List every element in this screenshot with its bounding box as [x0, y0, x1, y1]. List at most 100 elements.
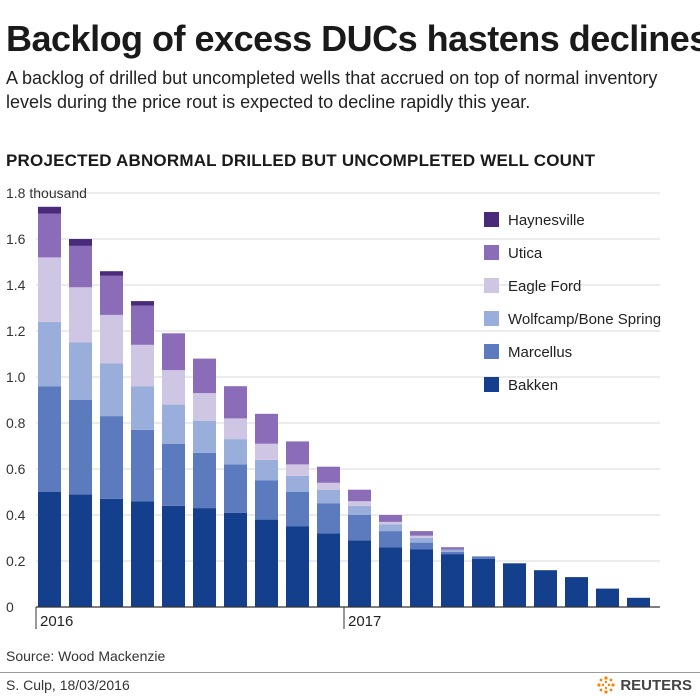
bar-segment-bakken: [224, 512, 247, 607]
bar-segment-wolfcamp-bone-spring: [162, 404, 185, 444]
bar-segment-wolfcamp-bone-spring: [348, 505, 371, 515]
bar-segment-utica: [193, 358, 216, 394]
bar-segment-marcellus: [348, 515, 371, 541]
bar-segment-haynesville: [38, 206, 61, 214]
bar-segment-marcellus: [131, 429, 154, 502]
y-tick-label: 1.8 thousand: [6, 185, 87, 201]
bar-segment-marcellus: [100, 416, 123, 499]
bar-segment-marcellus: [286, 492, 309, 527]
bar-segment-utica: [69, 245, 92, 288]
bar-segment-eagle-ford: [348, 501, 371, 506]
legend-label: Haynesville: [508, 212, 585, 229]
chart-subtitle: A backlog of drilled but uncompleted wel…: [6, 68, 658, 112]
bar-segment-haynesville: [100, 271, 123, 276]
bar-segment-wolfcamp-bone-spring: [286, 475, 309, 492]
bar-segment-eagle-ford: [100, 314, 123, 364]
bar-segment-utica: [162, 333, 185, 371]
bar-segment-wolfcamp-bone-spring: [317, 489, 340, 504]
bar-segment-marcellus: [69, 400, 92, 495]
bar-segment-wolfcamp-bone-spring: [38, 321, 61, 387]
bar-segment-bakken: [503, 563, 526, 607]
x-tick-label: 2016: [40, 613, 73, 630]
bar-segment-utica: [255, 413, 278, 444]
legend-label: Utica: [508, 245, 543, 262]
bar-segment-utica: [131, 305, 154, 345]
bar-segment-marcellus: [317, 503, 340, 534]
bar-segment-bakken: [472, 558, 495, 607]
bar-segment-eagle-ford: [255, 443, 278, 460]
bar-segment-marcellus: [441, 551, 464, 555]
bar-segment-utica: [100, 275, 123, 315]
chart-title: PROJECTED ABNORMAL DRILLED BUT UNCOMPLET…: [6, 151, 596, 170]
y-tick-label: 1.6: [6, 231, 26, 247]
bar-segment-marcellus: [38, 386, 61, 492]
legend-swatch: [484, 212, 499, 227]
y-tick-label: 0: [6, 599, 14, 615]
y-tick-label: 1.2: [6, 323, 26, 339]
brand-name: REUTERS: [620, 676, 692, 694]
bar-segment-eagle-ford: [224, 418, 247, 440]
y-tick-label: 0.8: [6, 415, 26, 431]
bar-segment-bakken: [534, 570, 557, 607]
stacked-bar-chart: 0 0.2 0.4 0.6 0.8 1.0 1.2 1.4 1.6 1.8 thousand 201…: [6, 185, 661, 630]
bar-segment-utica: [348, 489, 371, 502]
bar-segment-marcellus: [162, 443, 185, 506]
bar-segment-eagle-ford: [286, 464, 309, 476]
chart-headline: Backlog of excess DUCs hastens declines: [6, 18, 700, 59]
reuters-logo-icon: [597, 676, 615, 694]
bar-segment-bakken: [131, 501, 154, 607]
bar-segment-bakken: [286, 526, 309, 607]
bar-segment-utica: [410, 531, 433, 536]
bar-segment-wolfcamp-bone-spring: [131, 386, 154, 430]
legend-swatch: [484, 377, 499, 392]
x-tick-label: 2017: [348, 613, 381, 630]
bar-segment-bakken: [193, 508, 216, 607]
bar-segment-utica: [317, 466, 340, 483]
brand-logo: REUTERS: [596, 675, 692, 695]
bar-segment-marcellus: [224, 464, 247, 513]
bar-segment-wolfcamp-bone-spring: [410, 538, 433, 543]
bar-segment-bakken: [100, 498, 123, 607]
bar-segment-bakken: [348, 540, 371, 607]
bar-segment-wolfcamp-bone-spring: [193, 420, 216, 453]
bar-segment-wolfcamp-bone-spring: [69, 342, 92, 400]
y-tick-label: 1.4: [6, 277, 26, 293]
legend-label: Eagle Ford: [508, 278, 581, 295]
bar-segment-wolfcamp-bone-spring: [379, 524, 402, 532]
bar-segment-eagle-ford: [162, 370, 185, 405]
bar-segment-haynesville: [131, 301, 154, 306]
legend-swatch: [484, 344, 499, 359]
bar-segment-eagle-ford: [38, 257, 61, 322]
bar-segment-bakken: [317, 533, 340, 607]
bar-segment-utica: [286, 441, 309, 465]
bar-segment-eagle-ford: [379, 521, 402, 525]
bar-segment-haynesville: [69, 239, 92, 246]
y-tick-label: 0.2: [6, 553, 26, 569]
bar-segment-wolfcamp-bone-spring: [441, 549, 464, 552]
bar-segment-utica: [441, 547, 464, 550]
bar-segment-bakken: [441, 554, 464, 607]
bar-segment-marcellus: [379, 531, 402, 548]
bar-segment-marcellus: [255, 480, 278, 520]
bar-segment-wolfcamp-bone-spring: [224, 439, 247, 465]
source-note: Source: Wood Mackenzie: [6, 648, 166, 664]
bar-segment-marcellus: [472, 556, 495, 559]
legend-swatch: [484, 278, 499, 293]
y-tick-label: 1.0: [6, 369, 26, 385]
bar-segment-utica: [224, 386, 247, 419]
legend-swatch: [484, 245, 499, 260]
bar-segment-bakken: [565, 577, 588, 607]
bar-segment-bakken: [255, 519, 278, 607]
bar-segment-utica: [38, 213, 61, 258]
legend-label: Bakken: [508, 377, 558, 394]
legend-label: Wolfcamp/Bone Spring: [508, 311, 661, 328]
legend-label: Marcellus: [508, 344, 572, 361]
y-tick-label: 0.6: [6, 461, 26, 477]
bar-segment-marcellus: [410, 542, 433, 550]
bar-segment-eagle-ford: [193, 393, 216, 421]
bar-segment-bakken: [410, 549, 433, 607]
bar-segment-eagle-ford: [131, 344, 154, 387]
bar-segment-marcellus: [193, 452, 216, 509]
bar-segment-eagle-ford: [317, 482, 340, 490]
legend-swatch: [484, 311, 499, 326]
